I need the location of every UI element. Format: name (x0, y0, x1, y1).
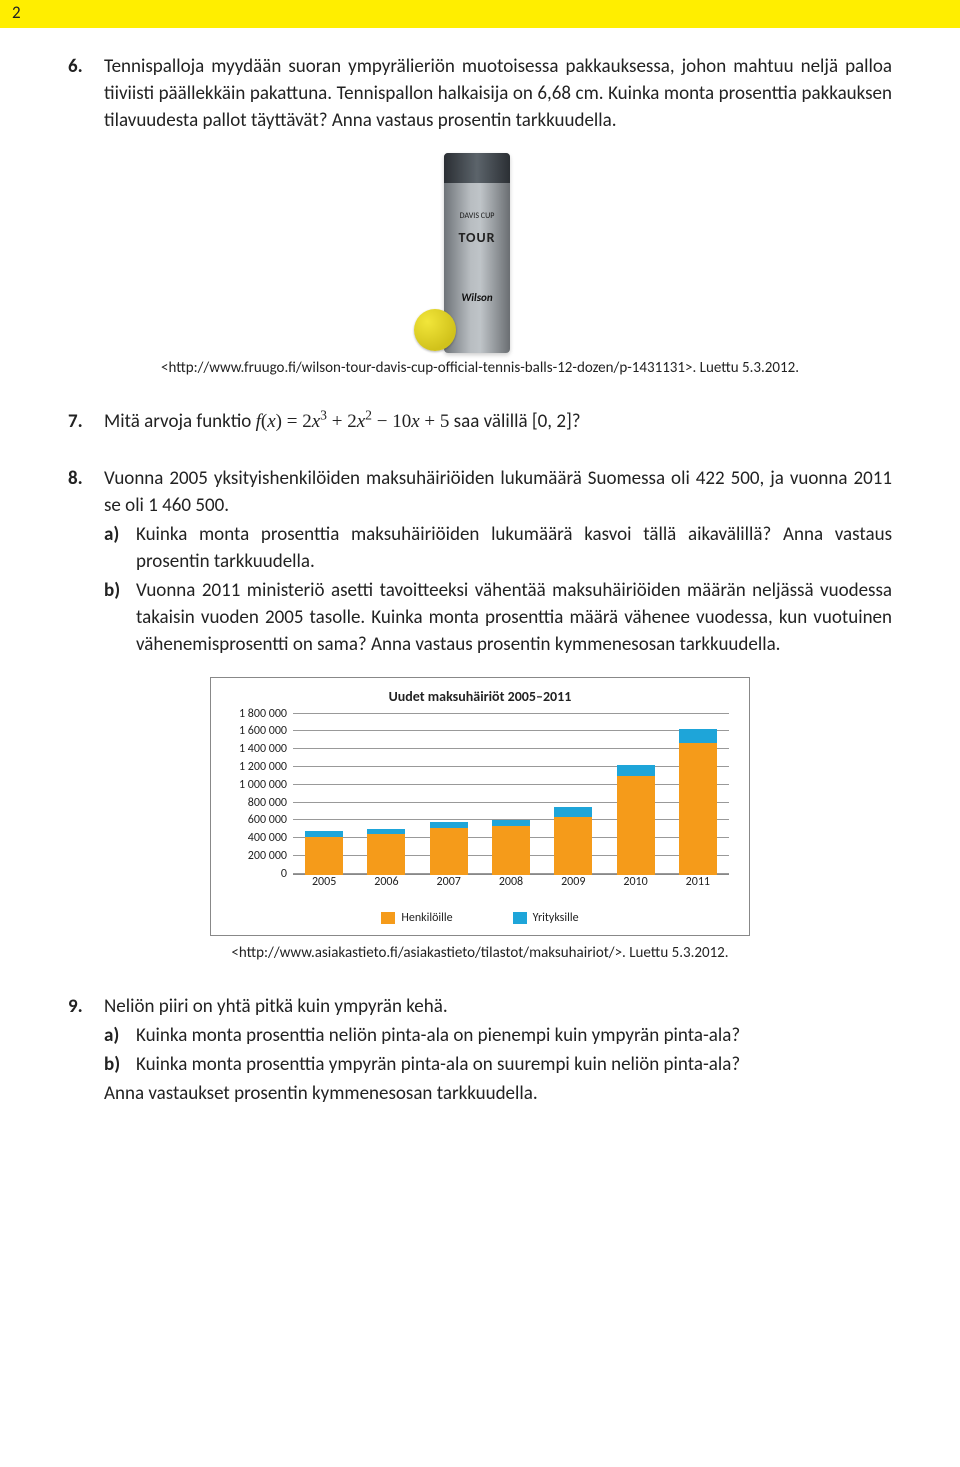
q9-tail: Anna vastaukset prosentin kymmenesosan t… (104, 1081, 892, 1108)
q8-chart: Uudet maksuhäiriöt 2005–2011 1 800 0001 … (68, 677, 892, 936)
x-axis-label: 2010 (617, 875, 655, 893)
q7-formula: f(x) = 2x3 + 2x2 − 10x + 5 (256, 411, 450, 432)
page-number: 2 (12, 2, 21, 23)
question-8: 8. Vuonna 2005 yksityishenkilöiden maksu… (68, 466, 892, 659)
y-axis-label: 1 800 000 (239, 707, 293, 721)
can-label: DAVIS CUP TOUR Wilson (450, 211, 504, 305)
sub-label: b) (104, 578, 128, 659)
y-axis-label: 0 (281, 867, 293, 881)
y-axis-label: 400 000 (248, 831, 293, 845)
chart-legend: Henkilöille Yrityksille (225, 911, 735, 925)
y-axis-label: 1 600 000 (239, 724, 293, 738)
y-axis-label: 1 000 000 (239, 778, 293, 792)
sub-body: Vuonna 2011 ministeriö asetti tavoitteek… (136, 578, 892, 659)
question-body: Mitä arvoja funktio f(x) = 2x3 + 2x2 − 1… (104, 409, 892, 436)
can-line: TOUR (450, 228, 504, 248)
bar (679, 729, 717, 875)
bar (492, 820, 530, 875)
legend-label: Henkilöille (401, 911, 452, 925)
x-axis-label: 2009 (554, 875, 592, 893)
question-number: 7. (68, 409, 94, 436)
x-axis-label: 2007 (430, 875, 468, 893)
y-axis-label: 800 000 (248, 796, 293, 810)
sub-body: Kuinka monta prosenttia ympyrän pinta-al… (136, 1052, 892, 1079)
sub-label: a) (104, 1023, 128, 1050)
q9-a: a) Kuinka monta prosenttia neliön pinta-… (104, 1023, 892, 1050)
question-number: 9. (68, 994, 94, 1108)
chart-plot: 1 800 0001 600 0001 400 0001 200 0001 00… (293, 713, 729, 893)
bar (554, 807, 592, 874)
q7-suffix: saa välillä [0, 2]? (454, 410, 581, 433)
y-axis-label: 200 000 (248, 849, 293, 863)
question-7: 7. Mitä arvoja funktio f(x) = 2x3 + 2x2 … (68, 409, 892, 436)
question-6: 6. Tennispalloja myydään suoran ympyräli… (68, 54, 892, 135)
header-bar: 2 (0, 0, 960, 28)
question-body: Neliön piiri on yhtä pitkä kuin ympyrän … (104, 994, 892, 1108)
product-image: DAVIS CUP TOUR Wilson (68, 153, 892, 353)
legend-item-yrityksille: Yrityksille (513, 911, 579, 925)
x-axis-label: 2011 (679, 875, 717, 893)
q8-a: a) Kuinka monta prosenttia maksuhäiriöid… (104, 522, 892, 576)
tennis-ball-icon (414, 309, 456, 351)
question-number: 8. (68, 466, 94, 659)
question-number: 6. (68, 54, 94, 135)
y-axis-label: 1 200 000 (239, 760, 293, 774)
q8-b: b) Vuonna 2011 ministeriö asetti tavoitt… (104, 578, 892, 659)
question-body: Tennispalloja myydään suoran ympyrälieri… (104, 54, 892, 135)
can-maker: Wilson (450, 290, 504, 305)
bar (617, 765, 655, 875)
legend-label: Yrityksille (533, 911, 579, 925)
sub-body: Kuinka monta prosenttia maksuhäiriöiden … (136, 522, 892, 576)
x-axis-label: 2005 (305, 875, 343, 893)
x-axis-label: 2006 (367, 875, 405, 893)
y-axis-label: 1 400 000 (239, 742, 293, 756)
bar (430, 822, 468, 874)
sub-body: Kuinka monta prosenttia neliön pinta-ala… (136, 1023, 892, 1050)
sub-label: b) (104, 1052, 128, 1079)
question-body: Vuonna 2005 yksityishenkilöiden maksuhäi… (104, 466, 892, 659)
q6-citation: <http://www.fruugo.fi/wilson-tour-davis-… (68, 359, 892, 377)
chart-title: Uudet maksuhäiriöt 2005–2011 (225, 688, 735, 705)
page-content: 6. Tennispalloja myydään suoran ympyräli… (0, 28, 960, 1156)
bar (305, 831, 343, 874)
can-brand: DAVIS CUP (450, 211, 504, 222)
q8-citation: <http://www.asiakastieto.fi/asiakastieto… (68, 944, 892, 962)
x-axis-label: 2008 (492, 875, 530, 893)
q8-intro: Vuonna 2005 yksityishenkilöiden maksuhäi… (104, 466, 892, 520)
legend-item-henkiloille: Henkilöille (381, 911, 452, 925)
question-9: 9. Neliön piiri on yhtä pitkä kuin ympyr… (68, 994, 892, 1108)
y-axis-label: 600 000 (248, 813, 293, 827)
bar (367, 829, 405, 875)
q7-prefix: Mitä arvoja funktio (104, 410, 256, 433)
sub-label: a) (104, 522, 128, 576)
q9-intro: Neliön piiri on yhtä pitkä kuin ympyrän … (104, 994, 892, 1021)
q9-b: b) Kuinka monta prosenttia ympyrän pinta… (104, 1052, 892, 1079)
